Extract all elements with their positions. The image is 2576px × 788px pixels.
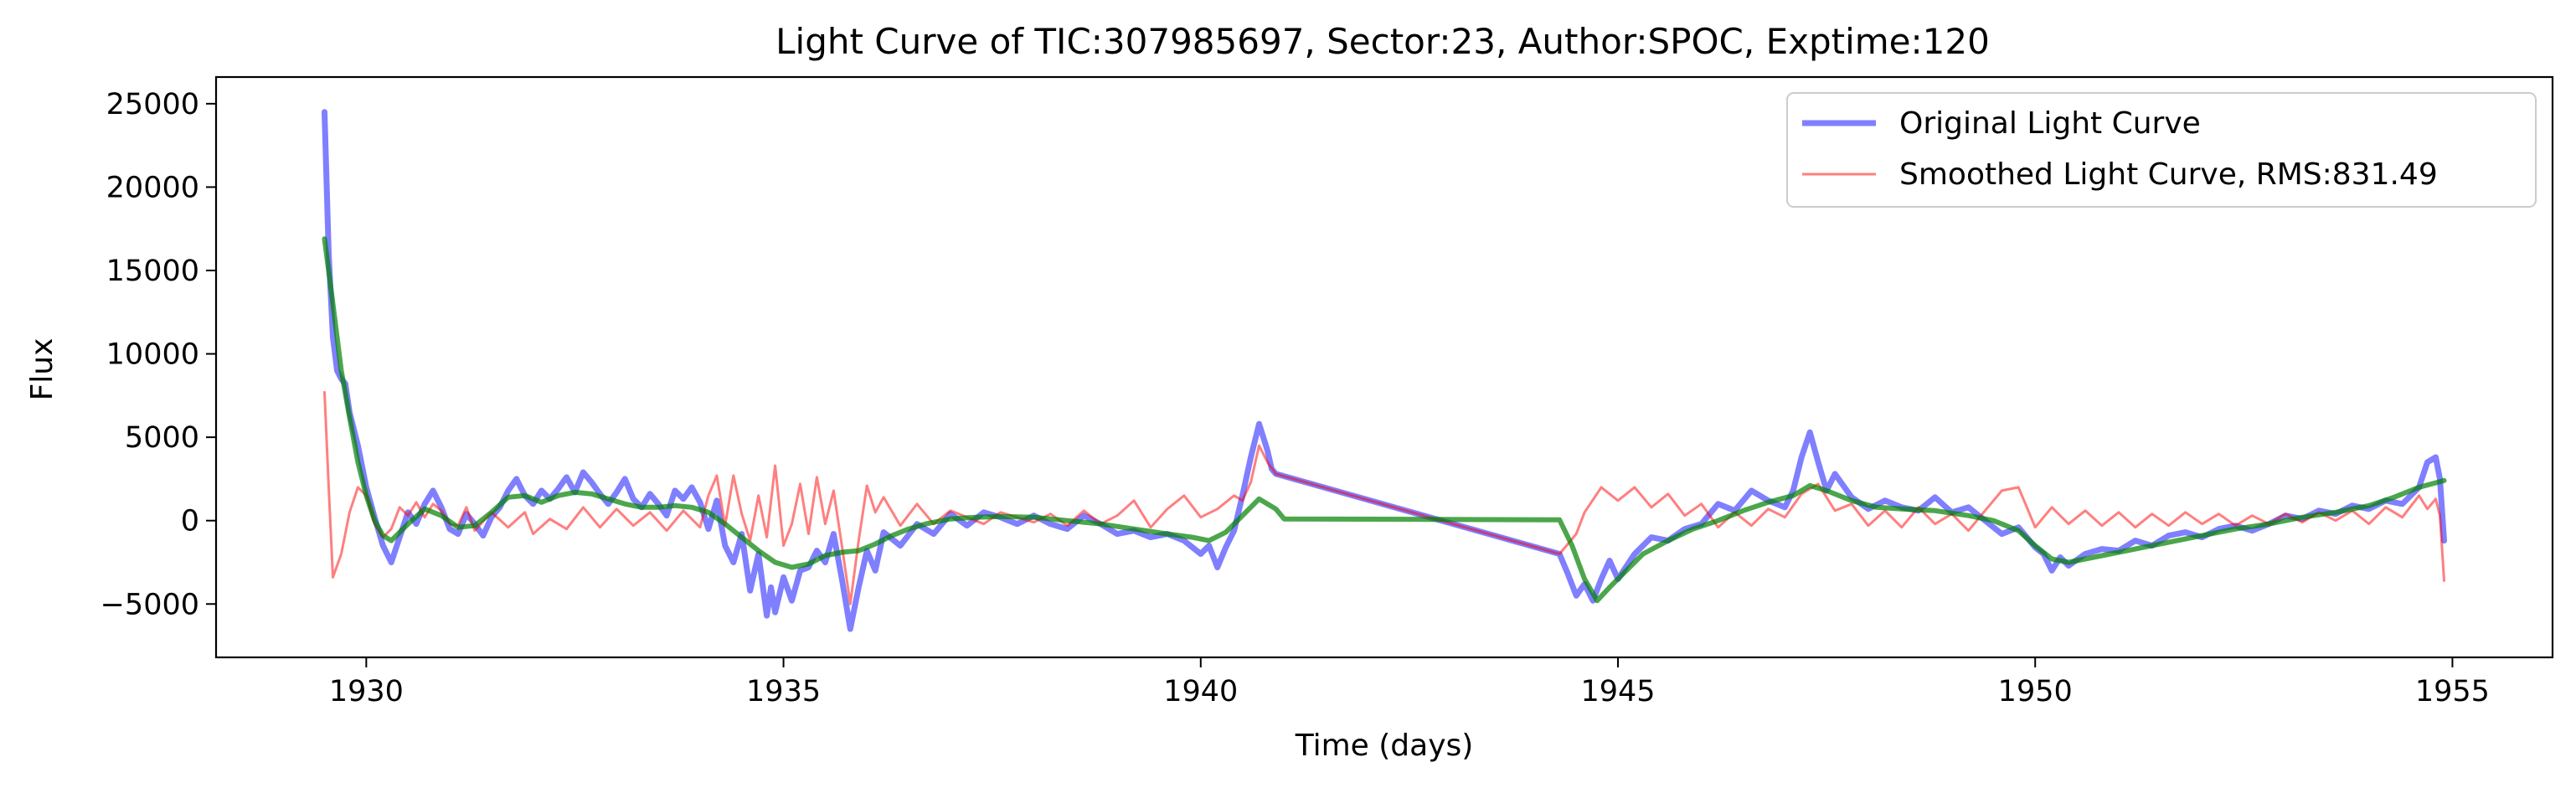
x-axis-label: Time (days)	[1295, 729, 1474, 763]
y-tick-label: 20000	[106, 171, 199, 204]
x-tick-label: 1930	[329, 675, 404, 708]
series-layer	[322, 109, 2447, 632]
x-tick-label: 1935	[746, 675, 821, 708]
x-tick-label: 1950	[1998, 675, 2073, 708]
legend-label-smoothed: Smoothed Light Curve, RMS:831.49	[1899, 157, 2438, 192]
y-axis: −5000 0 5000 10000 15000 20000 25000	[100, 88, 216, 621]
y-tick-label: 25000	[106, 88, 199, 121]
y-tick-label: −5000	[100, 588, 199, 621]
legend: Original Light Curve Smoothed Light Curv…	[1786, 92, 2537, 208]
x-axis: 1930 1935 1940 1945 1950 1955	[329, 657, 2490, 708]
y-tick-label: 5000	[125, 421, 199, 455]
plot-frame	[214, 75, 2554, 659]
legend-box	[1786, 92, 2537, 208]
y-axis-label: Flux	[25, 338, 59, 401]
x-tick-label: 1945	[1580, 675, 1655, 708]
series-line-1	[323, 390, 2445, 605]
x-tick-label: 1955	[2415, 675, 2490, 708]
chart-title: Light Curve of TIC:307985697, Sector:23,…	[775, 21, 1990, 62]
y-tick-label: 15000	[106, 255, 199, 288]
x-tick-label: 1940	[1163, 675, 1238, 708]
series-line-2	[322, 236, 2447, 604]
y-tick-label: 10000	[106, 338, 199, 372]
legend-label-original: Original Light Curve	[1899, 106, 2201, 141]
y-tick-label: 0	[181, 505, 199, 538]
